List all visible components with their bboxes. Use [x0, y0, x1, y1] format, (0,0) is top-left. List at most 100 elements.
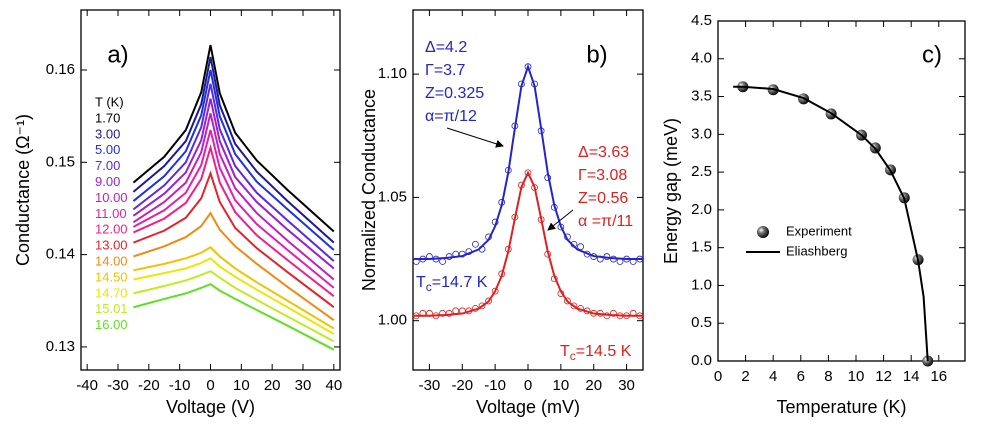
data-line	[132, 129, 335, 289]
x-tick-label: 14	[903, 368, 920, 385]
tc-main: T	[416, 274, 426, 291]
data-line	[132, 98, 335, 270]
tc-label: Tc=14.5 K	[560, 343, 632, 363]
x-axis-label: Voltage (mV)	[476, 397, 580, 417]
data-point	[524, 169, 532, 177]
legend-entry: 11.00	[95, 206, 127, 221]
data-line	[133, 143, 335, 297]
y-tick-label: 1.05	[378, 188, 407, 205]
y-axis-label: Conductance (Ω⁻¹)	[13, 114, 33, 266]
annotation: Γ=3.7	[425, 62, 466, 79]
x-axis-label: Voltage (V)	[166, 397, 255, 417]
legend-entry: 10.00	[95, 190, 128, 205]
x-tick-label: -10	[484, 377, 506, 394]
x-tick-label: 20	[264, 377, 281, 394]
annotation: Z=0.56	[578, 190, 628, 207]
legend-title: T (K)	[95, 94, 124, 109]
legend-entry: 7.00	[95, 158, 120, 173]
legend-entry: 12.00	[95, 222, 128, 237]
y-tick-label: 1.5	[691, 239, 712, 256]
data-line	[133, 211, 335, 321]
x-tick-label: -40	[76, 377, 98, 394]
data-point	[472, 240, 479, 248]
x-tick-label: -30	[419, 377, 441, 394]
data-point	[478, 302, 486, 310]
x-tick-label: 12	[875, 368, 892, 385]
data-point	[564, 297, 571, 305]
panel-label: b)	[586, 41, 607, 68]
x-tick-label: 8	[824, 368, 832, 385]
tc-main: T	[560, 343, 570, 360]
data-line	[132, 44, 335, 233]
tc-label: Tc=14.7 K	[416, 274, 488, 294]
x-tick-label: 2	[741, 368, 749, 385]
annotation-arrow	[547, 209, 574, 231]
data-point	[445, 309, 453, 317]
y-tick-label: 3.5	[691, 88, 712, 105]
x-tick-label: 0	[524, 377, 532, 394]
y-tick-label: 0.5	[691, 314, 712, 331]
legend-entry: Experiment	[786, 223, 852, 238]
data-line	[133, 270, 335, 343]
y-tick-label: 4.5	[691, 12, 712, 29]
data-point	[491, 287, 499, 295]
x-axis-label: Temperature (K)	[776, 397, 906, 417]
data-line	[132, 113, 335, 281]
data-line	[133, 257, 335, 335]
data-line	[132, 56, 335, 244]
annotation: Z=0.325	[425, 85, 484, 102]
x-tick-label: 20	[585, 377, 602, 394]
x-tick-label: -10	[169, 377, 191, 394]
x-tick-label: 6	[797, 368, 805, 385]
legend-entry: 14.50	[95, 269, 128, 284]
panel-label: c)	[922, 41, 942, 68]
data-point	[922, 355, 934, 367]
legend-entry: 14.00	[95, 254, 128, 269]
data-line	[133, 170, 335, 309]
y-axis-label: Normalized Conductance	[359, 89, 379, 291]
legend-marker	[757, 226, 769, 238]
legend-entry: 1.70	[95, 110, 120, 125]
y-tick-label: 4.0	[691, 50, 712, 67]
data-line	[133, 245, 335, 330]
legend-entry: 15.01	[95, 301, 128, 316]
legend-entry: 13.00	[95, 238, 128, 253]
data-point	[439, 258, 446, 265]
plot-frame	[717, 20, 966, 362]
x-tick-label: 10	[233, 377, 250, 394]
annotation: Δ=3.63	[578, 144, 629, 161]
x-tick-label: 10	[848, 368, 865, 385]
annotation: α =π/11	[578, 213, 633, 230]
annotation: α=π/12	[425, 108, 477, 125]
x-tick-label: -20	[451, 377, 473, 394]
tc-sub: c	[570, 349, 576, 363]
legend-entry: 3.00	[95, 126, 120, 141]
data-point	[439, 309, 446, 317]
x-tick-label: 10	[553, 377, 570, 394]
y-tick-label: 0.0	[691, 352, 712, 369]
x-tick-label: -20	[138, 377, 160, 394]
x-tick-label: 4	[769, 368, 777, 385]
data-line	[413, 170, 643, 317]
legend-entry: 9.00	[95, 174, 120, 189]
y-tick-label: 1.10	[378, 65, 407, 82]
x-tick-label: 30	[295, 377, 312, 394]
data-point	[452, 307, 460, 315]
data-line	[133, 283, 335, 351]
data-point	[570, 302, 578, 310]
y-tick-label: 0.16	[46, 61, 75, 78]
data-point	[577, 243, 584, 251]
y-tick-label: 0.14	[46, 246, 75, 263]
legend-entry: Eliashberg	[786, 243, 847, 258]
annotation: Δ=4.2	[425, 39, 467, 56]
x-tick-label: 16	[930, 368, 947, 385]
y-tick-label: 3.0	[691, 125, 712, 142]
y-tick-label: 1.00	[378, 312, 407, 329]
data-line	[733, 85, 929, 362]
panel-label: a)	[107, 41, 128, 68]
y-tick-label: 0.13	[46, 338, 75, 355]
data-point	[610, 309, 617, 317]
legend-entry: 16.00	[95, 317, 128, 332]
data-line	[413, 63, 643, 261]
